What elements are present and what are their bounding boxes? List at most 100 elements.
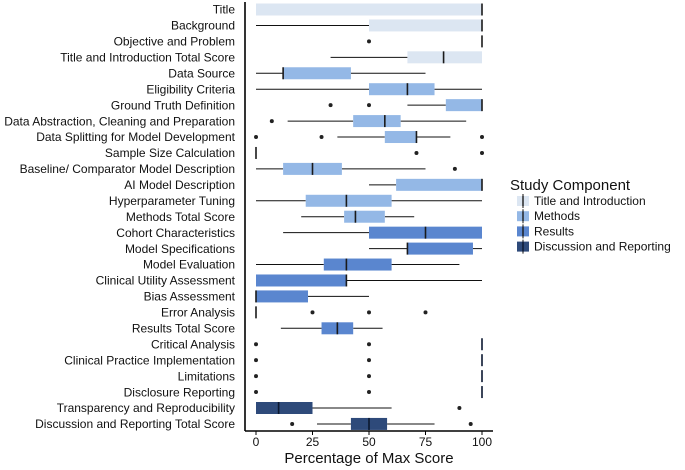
x-ticks-layer: 0 25 50 75 100 xyxy=(253,431,492,449)
legend-entry: Methods xyxy=(517,209,580,224)
iqr-box xyxy=(407,51,482,64)
iqr-box xyxy=(445,99,482,112)
y-tick-label: Data Abstraction, Cleaning and Preparati… xyxy=(4,114,235,128)
outlier-point xyxy=(367,310,371,315)
y-tick-label: Model Evaluation xyxy=(143,258,235,272)
legend: Study Component Title and IntroductionMe… xyxy=(510,177,671,254)
y-tick-label: Bias Assessment xyxy=(144,290,236,304)
outlier-point xyxy=(367,342,371,347)
outlier-point xyxy=(452,166,457,171)
y-tick-label: Data Splitting for Model Development xyxy=(36,130,235,144)
y-tick-label: Results Total Score xyxy=(132,322,235,336)
box-row: Transparency and Reproducibility xyxy=(57,401,462,415)
y-tick-label: Title and Introduction Total Score xyxy=(60,51,235,65)
y-tick-label: Cohort Characteristics xyxy=(116,226,235,240)
outlier-point xyxy=(367,390,371,395)
legend-entry: Results xyxy=(517,224,574,239)
y-tick-label: Hyperparameter Tuning xyxy=(109,194,235,208)
x-tick-label: 100 xyxy=(472,435,492,449)
iqr-box xyxy=(369,19,482,32)
box-row: Critical Analysis xyxy=(151,337,483,351)
outlier-point xyxy=(367,103,371,108)
box-row: Error Analysis xyxy=(161,306,428,320)
box-row: Hyperparameter Tuning xyxy=(109,194,482,208)
y-tick-label: Disclosure Reporting xyxy=(124,385,235,399)
y-tick-label: Clinical Utility Assessment xyxy=(96,274,236,288)
x-axis-title: Percentage of Max Score xyxy=(284,450,453,467)
box-row: Clinical Utility Assessment xyxy=(96,274,482,288)
y-tick-label: Eligibility Criteria xyxy=(146,82,235,96)
y-tick-label: Baseline/ Comparator Model Description xyxy=(20,162,235,176)
box-row: Ground Truth Definition xyxy=(111,98,483,112)
y-tick-label: Title xyxy=(213,3,236,17)
outlier-point xyxy=(254,342,258,347)
box-row: Sample Size Calculation xyxy=(105,146,484,160)
outlier-point xyxy=(367,39,371,44)
y-tick-label: Methods Total Score xyxy=(126,210,235,224)
outlier-point xyxy=(367,358,371,363)
rows-layer: Title Background Objective and Problem Titl… xyxy=(4,3,484,431)
y-tick-label: Model Specifications xyxy=(125,242,235,256)
y-tick-label: Ground Truth Definition xyxy=(111,98,235,112)
outlier-point xyxy=(269,119,274,124)
legend-entry: Title and Introduction xyxy=(517,194,646,208)
box-row: Results Total Score xyxy=(132,322,383,336)
box-row: Disclosure Reporting xyxy=(124,385,483,399)
y-tick-label: Sample Size Calculation xyxy=(105,146,235,160)
y-tick-label: Error Analysis xyxy=(161,306,235,320)
outlier-point xyxy=(457,406,462,410)
box-row: Limitations xyxy=(178,369,483,383)
y-tick-label: Limitations xyxy=(178,369,235,383)
x-tick-label: 75 xyxy=(419,435,433,449)
y-tick-label: Clinical Practice Implementation xyxy=(64,353,235,367)
y-tick-label: Background xyxy=(171,19,235,33)
x-tick-label: 0 xyxy=(253,435,260,449)
y-tick-label: Critical Analysis xyxy=(151,337,235,351)
box-row: Data Abstraction, Cleaning and Preparati… xyxy=(4,114,467,128)
iqr-box xyxy=(256,402,313,414)
outlier-point xyxy=(367,374,371,379)
box-row: Objective and Problem xyxy=(114,35,483,49)
y-tick-label: Transparency and Reproducibility xyxy=(57,401,235,415)
outlier-point xyxy=(290,421,295,426)
outlier-point xyxy=(254,374,258,379)
box-row: Clinical Practice Implementation xyxy=(64,353,483,367)
y-tick-label: AI Model Description xyxy=(124,178,235,192)
outlier-point xyxy=(319,135,324,140)
outlier-point xyxy=(468,421,473,426)
box-row: AI Model Description xyxy=(124,178,483,192)
box-row: Model Evaluation xyxy=(143,258,460,272)
outlier-point xyxy=(328,103,333,108)
iqr-box xyxy=(305,194,392,207)
outlier-point xyxy=(480,150,484,155)
y-tick-label: Objective and Problem xyxy=(114,35,235,49)
iqr-box xyxy=(323,258,392,271)
outlier-point xyxy=(480,135,484,140)
box-row: Data Splitting for Model Development xyxy=(36,130,484,144)
legend-label: Title and Introduction xyxy=(534,194,646,208)
box-row: Baseline/ Comparator Model Description xyxy=(20,162,457,176)
box-row: Discussion and Reporting Total Score xyxy=(35,417,473,431)
legend-label: Results xyxy=(534,224,574,238)
outlier-point xyxy=(254,135,258,140)
legend-title: Study Component xyxy=(510,177,631,194)
box-row: Title xyxy=(213,3,483,17)
legend-entry: Discussion and Reporting xyxy=(517,239,671,254)
iqr-box xyxy=(256,274,347,287)
iqr-box xyxy=(396,178,482,191)
iqr-box xyxy=(369,83,435,96)
box-row: Model Specifications xyxy=(125,242,482,256)
iqr-box xyxy=(407,242,473,255)
outlier-point xyxy=(254,390,258,395)
box-row: Cohort Characteristics xyxy=(116,226,482,240)
box-row: Background xyxy=(171,19,483,33)
outlier-point xyxy=(310,310,315,315)
box-row: Eligibility Criteria xyxy=(146,82,482,96)
iqr-box xyxy=(283,67,351,80)
outlier-point xyxy=(423,310,428,315)
box-row: Data Source xyxy=(168,66,426,80)
x-tick-label: 25 xyxy=(306,435,320,449)
outlier-point xyxy=(414,150,419,155)
iqr-box xyxy=(256,3,482,16)
